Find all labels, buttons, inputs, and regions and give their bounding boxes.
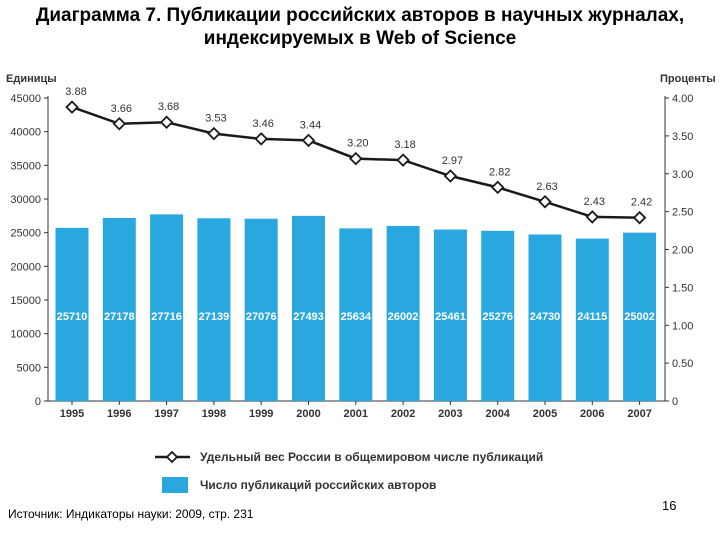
share-value-label: 2.82 <box>489 166 510 178</box>
share-point <box>443 169 458 183</box>
share-value-label: 2.63 <box>536 181 557 193</box>
share-point <box>254 132 268 146</box>
y-right-tick-label: 2.00 <box>672 245 693 257</box>
share-value-label: 3.88 <box>65 86 86 98</box>
legend-line-label: Удельный вес России в общемировом числе … <box>200 450 543 464</box>
chart-title: Диаграмма 7. Публикации российских автор… <box>0 4 720 50</box>
share-value-label: 3.44 <box>300 119 321 131</box>
share-point <box>65 100 79 114</box>
chart-title-line1: Диаграмма 7. Публикации российских автор… <box>35 5 685 26</box>
share-value-label: 2.97 <box>442 155 463 167</box>
y-right-tick-label: 3.50 <box>672 131 693 143</box>
share-value-label: 3.66 <box>111 103 132 115</box>
bar <box>197 218 231 401</box>
x-tick-label: 2003 <box>438 408 462 420</box>
legend-bar-swatch <box>162 477 188 493</box>
y-left-tick-label: 5000 <box>17 362 41 374</box>
x-tick-label: 2002 <box>391 408 415 420</box>
bar <box>55 227 89 401</box>
x-tick-label: 2005 <box>533 408 557 420</box>
y-right-tick-label: 0.50 <box>672 358 693 370</box>
y-left-tick-label: 0 <box>35 396 41 408</box>
legend-bar-label: Число публикаций российских авторов <box>200 478 436 492</box>
y-right-tick-label: 1.00 <box>672 320 693 332</box>
share-point <box>349 151 363 166</box>
y-axis-left-label: Единицы <box>6 73 57 85</box>
x-tick-label: 1997 <box>154 408 178 420</box>
bar <box>433 229 467 401</box>
page-number: 16 <box>662 498 677 513</box>
y-left-tick-label: 45000 <box>10 93 41 105</box>
share-value-label: 3.18 <box>394 139 415 151</box>
bar-value-label: 24115 <box>577 311 607 323</box>
y-right-tick-label: 4.00 <box>672 93 693 105</box>
bar-value-label: 25710 <box>57 311 88 323</box>
share-value-label: 2.43 <box>584 196 605 208</box>
bar <box>386 225 420 401</box>
share-point <box>490 180 505 195</box>
share-value-label: 2.42 <box>631 197 652 209</box>
bar-value-label: 27493 <box>293 311 324 323</box>
y-left-tick-label: 40000 <box>10 127 41 139</box>
share-point <box>112 116 127 131</box>
bar <box>481 230 515 401</box>
bar-value-label: 27139 <box>199 311 230 323</box>
share-point <box>538 195 552 209</box>
y-axis-right-label: Проценты <box>660 73 716 85</box>
bar-value-label: 25002 <box>624 311 655 323</box>
y-left-tick-label: 35000 <box>10 160 41 172</box>
x-tick-label: 1998 <box>202 408 226 420</box>
x-tick-label: 2007 <box>627 408 651 420</box>
bar <box>575 238 609 401</box>
share-point <box>632 210 647 225</box>
bar-value-label: 27076 <box>246 311 277 323</box>
share-value-label: 3.68 <box>158 101 179 113</box>
x-tick-label: 2006 <box>580 408 604 420</box>
x-tick-label: 2004 <box>485 408 510 420</box>
bar <box>623 232 657 401</box>
bar <box>339 228 373 401</box>
bar <box>244 218 278 401</box>
y-left-tick-label: 20000 <box>10 261 41 273</box>
combo-chart: Единицы Проценты0500010000150002000025000… <box>6 73 716 493</box>
bar-value-label: 26002 <box>388 311 419 323</box>
bar-value-label: 27178 <box>104 311 135 323</box>
share-value-label: 3.53 <box>205 113 226 125</box>
bar-value-label: 25461 <box>435 311 466 323</box>
x-tick-label: 1999 <box>249 408 273 420</box>
bar <box>528 234 562 401</box>
y-left-tick-label: 10000 <box>10 329 41 341</box>
x-tick-label: 2001 <box>344 408 368 420</box>
share-point <box>207 126 221 141</box>
x-tick-label: 2000 <box>296 408 320 420</box>
bar-value-label: 24730 <box>530 311 561 323</box>
bar <box>150 214 184 401</box>
y-right-tick-label: 3.00 <box>672 169 693 181</box>
source-note: Источник: Индикаторы науки: 2009, стр. 2… <box>8 507 254 521</box>
bar-value-label: 25276 <box>482 311 513 323</box>
y-left-tick-label: 25000 <box>10 228 41 240</box>
bar <box>102 218 136 401</box>
share-point <box>396 153 410 167</box>
share-value-label: 3.46 <box>252 118 273 130</box>
share-point <box>301 133 316 148</box>
bar-value-label: 25634 <box>341 311 372 323</box>
bar <box>292 215 325 401</box>
bar-value-label: 27716 <box>151 311 182 323</box>
y-left-tick-label: 15000 <box>10 295 41 307</box>
y-right-tick-label: 0 <box>672 396 678 408</box>
y-left-tick-label: 30000 <box>10 194 41 206</box>
y-right-tick-label: 1.50 <box>672 282 693 294</box>
x-tick-label: 1996 <box>107 408 131 420</box>
chart-title-line2: индексируемых в Web of Science <box>203 28 517 49</box>
share-point <box>585 210 600 224</box>
legend-line-marker <box>165 450 179 464</box>
share-value-label: 3.20 <box>347 138 368 150</box>
x-tick-label: 1995 <box>60 408 84 420</box>
y-right-tick-label: 2.50 <box>672 207 693 219</box>
share-point <box>159 115 174 130</box>
